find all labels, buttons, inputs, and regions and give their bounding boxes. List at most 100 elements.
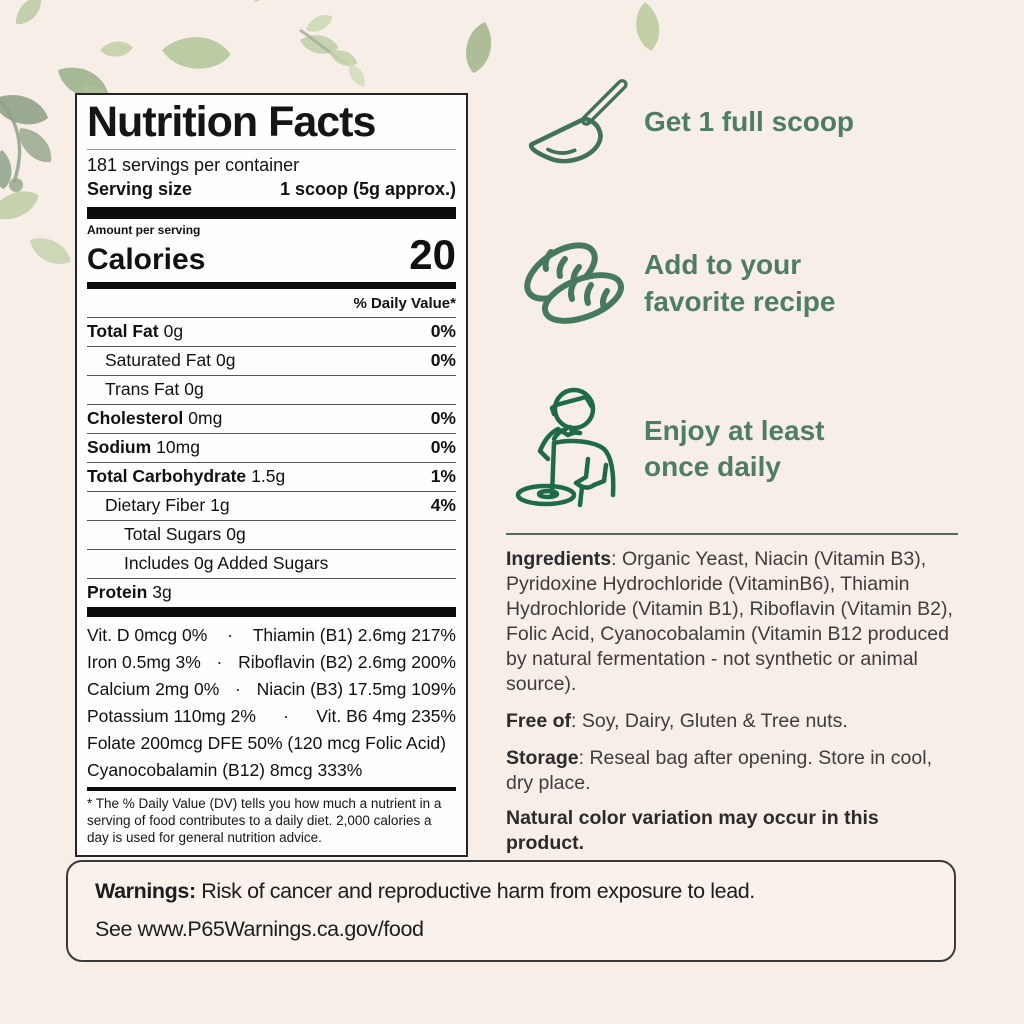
daily-value-header: % Daily Value* xyxy=(353,294,456,312)
dot-separator: · xyxy=(283,705,289,726)
nutrient-name: Total Fat xyxy=(87,320,159,341)
nutrient-row-total-sugars: Total Sugars 0g xyxy=(87,521,456,550)
serving-size-label: Serving size xyxy=(87,178,193,199)
color-variation-note: Natural color variation may occur in thi… xyxy=(506,807,879,854)
nutrition-facts-title: Nutrition Facts xyxy=(87,98,376,146)
nutrient-row-saturated-fat: Saturated Fat 0g 0% xyxy=(87,347,456,376)
nutrient-amount: 0mg xyxy=(188,407,223,428)
bread-icon xyxy=(506,236,644,331)
calories-label: Calories xyxy=(87,242,206,276)
nutrient-amount: 1g xyxy=(210,494,230,515)
thick-bar xyxy=(87,606,456,617)
nutrient-name: Sodium xyxy=(87,436,152,457)
daily-value-footnote: * The % Daily Value (DV) tells you how m… xyxy=(87,795,442,845)
warnings-box: Warnings: Risk of cancer and reproductiv… xyxy=(66,860,956,962)
thin-bar xyxy=(87,786,456,791)
person-eating-icon xyxy=(506,383,644,515)
micronutrient-row: Folate 200mcg DFE 50% (120 mcg Folic Aci… xyxy=(87,730,456,757)
micro-right: Thiamin (B1) 2.6mg 217% xyxy=(252,624,456,645)
tip-enjoy-daily: Enjoy at least once daily xyxy=(506,383,958,515)
tip-label: Enjoy at least once daily xyxy=(644,414,825,482)
nutrient-dv: 4% xyxy=(430,494,456,515)
warnings-text: Warnings: Risk of cancer and reproductiv… xyxy=(95,878,927,904)
micro-right: Riboflavin (B2) 2.6mg 200% xyxy=(238,651,456,672)
warnings-body: Risk of cancer and reproductive harm fro… xyxy=(195,879,755,903)
amount-per-serving-label: Amount per serving xyxy=(87,222,201,237)
servings-per-container: 181 servings per container xyxy=(87,154,300,175)
nutrient-name: Trans Fat xyxy=(105,378,180,399)
tip-label: Get 1 full scoop xyxy=(644,105,855,137)
nutrient-dv: 0% xyxy=(430,436,456,457)
ingredients-text: : Organic Yeast, Niacin (Vitamin B3), Py… xyxy=(506,548,953,695)
ingredients-paragraph: Ingredients: Organic Yeast, Niacin (Vita… xyxy=(506,547,958,697)
serving-size-row: Serving size 1 scoop (5g approx.) xyxy=(87,178,456,201)
ingredients-label: Ingredients xyxy=(506,548,612,570)
nutrient-row-total-fat: Total Fat 0g 0% xyxy=(87,318,456,347)
serving-size-value: 1 scoop (5g approx.) xyxy=(279,178,456,199)
tip-get-full-scoop: Get 1 full scoop xyxy=(506,68,958,176)
micro-right: Niacin (B3) 17.5mg 109% xyxy=(256,678,456,699)
title-divider xyxy=(87,148,456,150)
nutrient-name: Saturated Fat xyxy=(105,349,212,370)
micronutrient-table: Vit. D 0mcg 0% · Thiamin (B1) 2.6mg 217%… xyxy=(87,620,456,784)
calories-value: 20 xyxy=(409,230,456,278)
free-of-text: : Soy, Dairy, Gluten & Tree nuts. xyxy=(571,710,848,732)
usage-and-info-column: Get 1 full scoop Add to your favorite re… xyxy=(506,68,958,856)
free-of-paragraph: Free of: Soy, Dairy, Gluten & Tree nuts. xyxy=(506,709,958,734)
thick-bar xyxy=(87,206,456,219)
nutrient-row-added-sugars: Includes 0g Added Sugars xyxy=(87,550,456,579)
storage-label: Storage xyxy=(506,747,579,769)
micro-left: Potassium 110mg 2% xyxy=(87,705,256,726)
nutrient-amount: 1.5g xyxy=(251,465,286,486)
nutrient-row-dietary-fiber: Dietary Fiber 1g 4% xyxy=(87,492,456,521)
micronutrient-row: Potassium 110mg 2% · Vit. B6 4mg 235% xyxy=(87,703,456,730)
medium-bar xyxy=(87,281,456,289)
warnings-link: See www.P65Warnings.ca.gov/food xyxy=(95,917,424,941)
nutrient-name: Includes 0g Added Sugars xyxy=(124,552,329,573)
micro-left: Calcium 2mg 0% xyxy=(87,678,220,699)
section-divider xyxy=(506,533,958,535)
micro-left: Folate 200mcg DFE 50% (120 mcg Folic Aci… xyxy=(87,732,446,753)
micro-left: Iron 0.5mg 3% xyxy=(87,651,201,672)
storage-paragraph: Storage: Reseal bag after opening. Store… xyxy=(506,746,958,796)
nutrient-dv: 1% xyxy=(430,465,456,486)
nutrient-row-protein: Protein 3g xyxy=(87,579,456,607)
free-of-label: Free of xyxy=(506,710,572,732)
nutrient-amount: 0g xyxy=(163,320,184,341)
warnings-label: Warnings: xyxy=(95,879,196,903)
nutrient-amount: 3g xyxy=(152,581,172,602)
dot-separator: · xyxy=(227,624,233,645)
micro-left: Vit. D 0mcg 0% xyxy=(87,624,208,645)
tip-add-to-recipe: Add to your favorite recipe xyxy=(506,236,958,331)
nutrient-name: Cholesterol xyxy=(87,407,184,428)
dot-separator: · xyxy=(216,651,223,672)
nutrient-row-trans-fat: Trans Fat 0g xyxy=(87,376,456,405)
nutrient-dv: 0% xyxy=(430,320,456,341)
micronutrient-row: Vit. D 0mcg 0% · Thiamin (B1) 2.6mg 217% xyxy=(87,622,456,649)
scoop-icon xyxy=(506,68,644,176)
tip-label: Add to your favorite recipe xyxy=(644,249,836,317)
nutrient-row-cholesterol: Cholesterol 0mg 0% xyxy=(87,405,456,434)
nutrient-amount: 0g xyxy=(184,378,204,399)
calories-row: Calories 20 xyxy=(87,230,456,280)
nutrient-amount: 10mg xyxy=(156,436,200,457)
nutrient-table: Total Fat 0g 0% Saturated Fat 0g 0% Trans … xyxy=(87,316,456,607)
nutrient-name: Dietary Fiber xyxy=(105,494,206,515)
micronutrient-row: Calcium 2mg 0% · Niacin (B3) 17.5mg 109% xyxy=(87,676,456,703)
nutrient-name: Protein xyxy=(87,581,148,602)
nutrient-name: Total Sugars xyxy=(124,523,222,544)
micro-right: Vit. B6 4mg 235% xyxy=(316,705,456,726)
dot-separator: · xyxy=(235,678,241,699)
micronutrient-row: Cyanocobalamin (B12) 8mcg 333% xyxy=(87,757,456,784)
nutrition-facts-panel: Nutrition Facts 181 servings per contain… xyxy=(75,93,468,857)
storage-text: : Reseal bag after opening. Store in coo… xyxy=(506,747,932,794)
micro-left: Cyanocobalamin (B12) 8mcg 333% xyxy=(87,759,363,780)
nutrient-amount: 0g xyxy=(216,349,236,370)
nutrient-row-sodium: Sodium 10mg 0% xyxy=(87,434,456,463)
nutrient-dv: 0% xyxy=(430,407,456,428)
nutrient-amount: 0g xyxy=(226,523,246,544)
nutrient-row-total-carbohydrate: Total Carbohydrate 1.5g 1% xyxy=(87,463,456,492)
nutrient-name: Total Carbohydrate xyxy=(87,465,247,486)
nutrient-dv: 0% xyxy=(430,349,456,370)
micronutrient-row: Iron 0.5mg 3% · Riboflavin (B2) 2.6mg 20… xyxy=(87,649,456,676)
